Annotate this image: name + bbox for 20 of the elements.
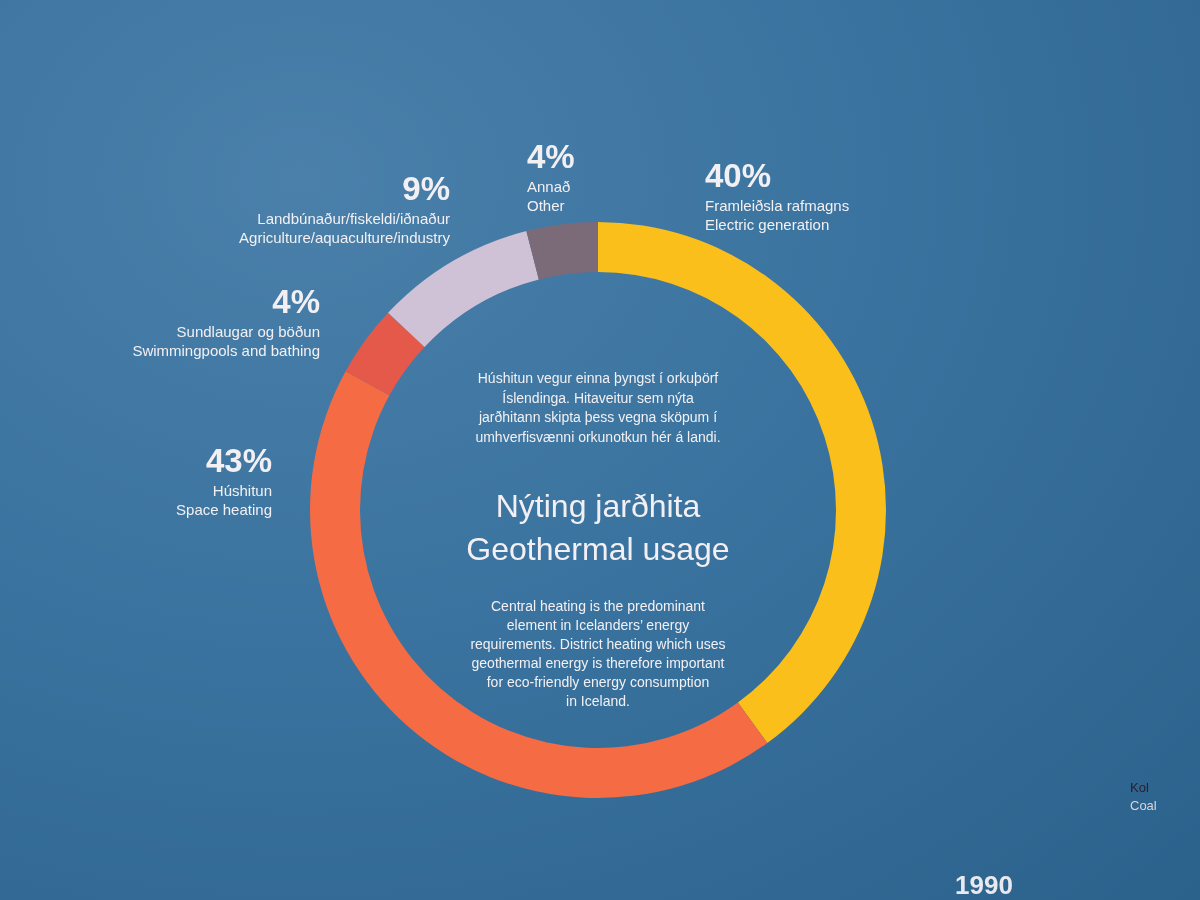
data-label: 9% bbox=[402, 170, 450, 207]
slice-label: Annað Other bbox=[527, 178, 571, 214]
slice-label: Húshitun Space heating bbox=[176, 482, 272, 518]
donut-slice bbox=[526, 222, 598, 280]
donut-slice bbox=[310, 371, 768, 798]
slice-label: Sundlaugar og böðun Swimmingpools and bathing bbox=[132, 323, 320, 359]
data-label: 4% bbox=[527, 138, 575, 175]
text: Central heating is the predominant element in Icelanders’ energy requirements. District heating which uses geothermal energy is therefore important for eco-friendly energy consumption in Iceland. bbox=[470, 598, 726, 709]
text: Geothermal usage bbox=[466, 531, 730, 567]
text: Kol bbox=[1130, 780, 1149, 795]
data-label: 40% bbox=[705, 157, 772, 194]
text: 1990 bbox=[955, 870, 1013, 900]
text: Húshitun vegur einna þyngst í orkuþörf Íslendinga. Hitaveitur sem nýta jarðhitann skipta þess vegna sköpum í umhverfisvænni orkunotkun hér á landi. bbox=[475, 370, 721, 445]
data-label: 4% bbox=[272, 283, 320, 320]
donut-slice bbox=[345, 312, 425, 396]
data-label: 43% bbox=[205, 442, 272, 479]
text: Nýting jarðhita bbox=[495, 488, 701, 524]
text: Coal bbox=[1130, 798, 1157, 813]
slice-label: Framleiðsla rafmagns Electric generation bbox=[705, 197, 850, 233]
slice-label: Landbúnaður/fiskeldi/iðnaður Agriculture/aquaculture/industry bbox=[239, 210, 451, 246]
